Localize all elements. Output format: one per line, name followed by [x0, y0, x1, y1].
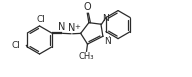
Text: N: N	[104, 37, 111, 46]
Text: CH₃: CH₃	[79, 52, 94, 61]
Text: N: N	[58, 22, 65, 32]
Text: +: +	[74, 24, 80, 30]
Text: ’: ’	[107, 36, 110, 45]
Text: N: N	[68, 23, 76, 33]
Text: Cl: Cl	[12, 41, 21, 50]
Text: Cl: Cl	[36, 15, 45, 24]
Text: N: N	[102, 14, 109, 23]
Text: O: O	[84, 2, 91, 12]
